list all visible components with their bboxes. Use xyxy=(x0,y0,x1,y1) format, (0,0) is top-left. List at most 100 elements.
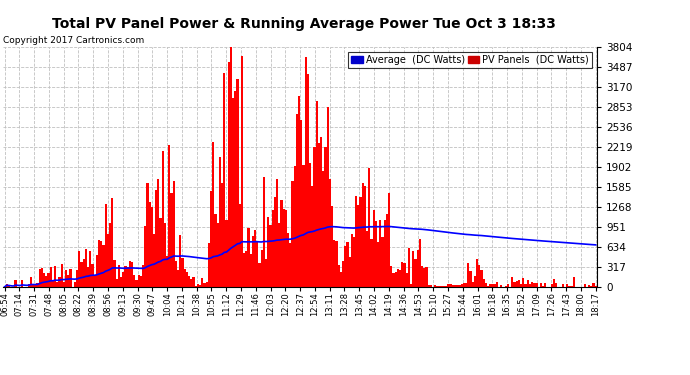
Bar xyxy=(52,282,54,287)
Bar xyxy=(436,286,439,287)
Bar xyxy=(342,261,344,287)
Bar xyxy=(426,267,428,287)
Bar xyxy=(571,286,573,287)
Bar xyxy=(590,286,593,287)
Bar xyxy=(331,206,333,287)
Bar xyxy=(43,273,46,287)
Bar xyxy=(393,273,395,287)
Bar xyxy=(131,262,133,287)
Bar xyxy=(122,272,124,287)
Bar xyxy=(276,179,278,287)
Bar xyxy=(506,284,509,287)
Bar xyxy=(280,200,283,287)
Bar xyxy=(452,285,454,287)
Bar xyxy=(221,183,224,287)
Bar xyxy=(500,285,502,287)
Bar xyxy=(107,234,109,287)
Bar xyxy=(377,242,380,287)
Bar xyxy=(302,165,304,287)
Bar xyxy=(267,217,269,287)
Bar xyxy=(248,228,250,287)
Bar xyxy=(113,260,115,287)
Bar xyxy=(382,237,384,287)
Text: Copyright 2017 Cartronics.com: Copyright 2017 Cartronics.com xyxy=(3,36,145,45)
Bar xyxy=(395,272,397,287)
Bar xyxy=(289,243,291,287)
Bar xyxy=(228,62,230,287)
Bar xyxy=(37,283,39,287)
Bar xyxy=(417,250,419,287)
Bar xyxy=(28,284,30,287)
Bar xyxy=(467,263,469,287)
Bar xyxy=(471,282,474,287)
Bar xyxy=(366,231,368,287)
Bar xyxy=(441,286,443,287)
Bar xyxy=(287,233,289,287)
Bar xyxy=(161,151,164,287)
Bar xyxy=(531,282,533,287)
Bar xyxy=(351,234,353,287)
Bar xyxy=(423,268,426,287)
Bar xyxy=(313,147,315,287)
Bar xyxy=(569,286,571,287)
Text: Total PV Panel Power & Running Average Power Tue Oct 3 18:33: Total PV Panel Power & Running Average P… xyxy=(52,17,555,31)
Bar xyxy=(359,197,362,287)
Bar xyxy=(39,269,41,287)
Bar xyxy=(234,91,237,287)
Bar xyxy=(153,234,155,287)
Bar xyxy=(34,284,37,287)
Bar xyxy=(269,225,272,287)
Bar xyxy=(555,283,558,287)
Bar xyxy=(157,179,159,287)
Bar xyxy=(272,210,274,287)
Bar xyxy=(406,273,408,287)
Bar xyxy=(226,220,228,287)
Bar xyxy=(298,96,300,287)
Bar xyxy=(368,168,371,287)
Bar xyxy=(309,163,311,287)
Bar xyxy=(307,74,309,287)
Bar xyxy=(109,223,111,287)
Bar xyxy=(250,254,252,287)
Bar xyxy=(129,261,131,287)
Bar xyxy=(59,277,61,287)
Bar xyxy=(199,285,201,287)
Bar xyxy=(551,284,553,287)
Bar xyxy=(522,278,524,287)
Bar xyxy=(217,223,219,287)
Bar xyxy=(296,114,298,287)
Bar xyxy=(96,255,98,287)
Bar xyxy=(573,277,575,287)
Bar xyxy=(315,100,317,287)
Bar xyxy=(474,276,476,287)
Bar xyxy=(493,284,495,287)
Bar xyxy=(408,248,410,287)
Bar xyxy=(46,276,48,287)
Bar xyxy=(535,283,538,287)
Bar xyxy=(188,276,190,287)
Bar xyxy=(265,259,267,287)
Bar xyxy=(353,237,355,287)
Bar xyxy=(520,284,522,287)
Bar xyxy=(371,239,373,287)
Bar xyxy=(529,284,531,287)
Bar xyxy=(8,286,10,287)
Bar xyxy=(177,270,179,287)
Bar xyxy=(115,279,118,287)
Bar xyxy=(204,283,206,287)
Bar xyxy=(487,286,489,287)
Bar xyxy=(148,202,150,287)
Bar xyxy=(428,285,430,287)
Bar xyxy=(515,281,518,287)
Bar xyxy=(201,278,204,287)
Bar xyxy=(126,267,129,287)
Bar xyxy=(48,273,50,287)
Bar xyxy=(245,251,248,287)
Bar xyxy=(450,284,452,287)
Bar xyxy=(76,270,78,287)
Bar xyxy=(391,266,393,287)
Bar xyxy=(346,242,348,287)
Bar xyxy=(256,241,258,287)
Bar xyxy=(542,286,544,287)
Bar xyxy=(399,270,402,287)
